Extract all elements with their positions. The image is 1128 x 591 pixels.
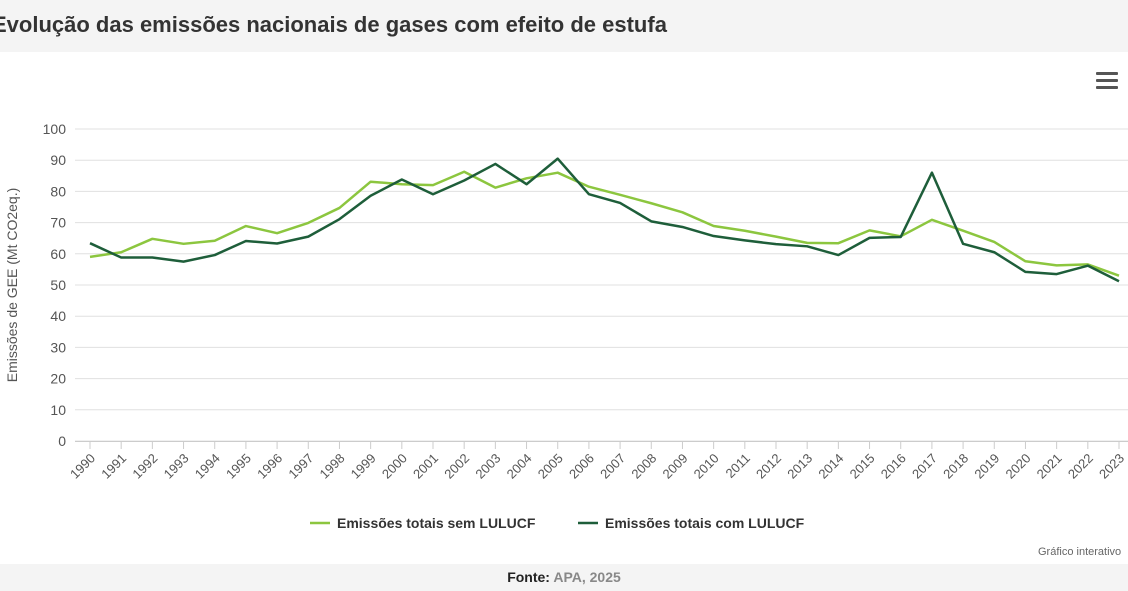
y-tick-label: 60 — [50, 246, 66, 262]
x-tick-label: 2000 — [379, 451, 410, 482]
x-tick-label: 2008 — [628, 451, 659, 482]
header-bar: Evolução das emissões nacionais de gases… — [0, 0, 1128, 52]
x-tick-label: 1999 — [348, 451, 379, 482]
y-tick-label: 90 — [50, 152, 66, 168]
x-tick-label: 1990 — [67, 451, 98, 482]
y-tick-label: 20 — [50, 371, 66, 387]
x-tick-label: 1991 — [98, 451, 129, 482]
x-tick-label: 1993 — [161, 451, 192, 482]
x-tick-label: 2021 — [1034, 451, 1065, 482]
series-line-1 — [89, 157, 1120, 283]
y-tick-label: 40 — [50, 308, 66, 324]
y-tick-label: 100 — [43, 121, 67, 137]
x-tick-label: 2020 — [1003, 451, 1034, 482]
footer-label: Fonte: — [507, 569, 550, 585]
y-tick-label: 80 — [50, 183, 66, 199]
x-tick-label: 1997 — [285, 451, 316, 482]
x-tick-label: 2022 — [1065, 451, 1096, 482]
y-tick-label: 10 — [50, 402, 66, 418]
x-tick-label: 1995 — [223, 451, 254, 482]
x-tick-label: 2014 — [815, 451, 846, 482]
x-tick-label: 1994 — [192, 451, 223, 482]
y-tick-label: 0 — [58, 433, 66, 449]
x-tick-label: 2019 — [971, 451, 1002, 482]
x-tick-label: 1996 — [254, 451, 285, 482]
legend-item[interactable]: Emissões totais sem LULUCF — [337, 515, 536, 531]
x-tick-label: 2015 — [847, 451, 878, 482]
x-tick-label: 2017 — [909, 451, 940, 482]
x-tick-label: 2002 — [441, 451, 472, 482]
hamburger-menu-icon[interactable] — [1096, 72, 1118, 90]
x-tick-label: 2003 — [472, 451, 503, 482]
footer-source: APA, 2025 — [553, 569, 621, 585]
x-tick-label: 1992 — [129, 451, 160, 482]
y-tick-label: 50 — [50, 277, 66, 293]
page-title: Evolução das emissões nacionais de gases… — [0, 12, 667, 37]
x-tick-label: 2012 — [753, 451, 784, 482]
x-tick-label: 2004 — [504, 451, 535, 482]
x-tick-label: 2009 — [660, 451, 691, 482]
y-tick-label: 30 — [50, 339, 66, 355]
x-tick-label: 1998 — [317, 451, 348, 482]
series-line-0 — [89, 170, 1120, 277]
x-tick-label: 2023 — [1096, 451, 1127, 482]
x-tick-label: 2018 — [940, 451, 971, 482]
x-tick-label: 2011 — [723, 451, 753, 481]
x-tick-label: 2016 — [878, 451, 909, 482]
chart-credit[interactable]: Gráfico interativo — [1038, 546, 1122, 558]
x-tick-label: 2013 — [784, 451, 815, 482]
x-tick-label: 2007 — [597, 451, 628, 482]
x-tick-label: 2005 — [535, 451, 566, 482]
legend-item[interactable]: Emissões totais com LULUCF — [605, 515, 805, 531]
footer: Fonte: APA, 2025 — [0, 564, 1128, 591]
x-tick-label: 2010 — [691, 451, 722, 482]
y-tick-label: 70 — [50, 215, 66, 231]
y-axis-title: Emissões de GEE (Mt CO2eq.) — [4, 188, 20, 383]
x-tick-label: 2006 — [566, 451, 597, 482]
x-tick-label: 2001 — [410, 451, 441, 482]
